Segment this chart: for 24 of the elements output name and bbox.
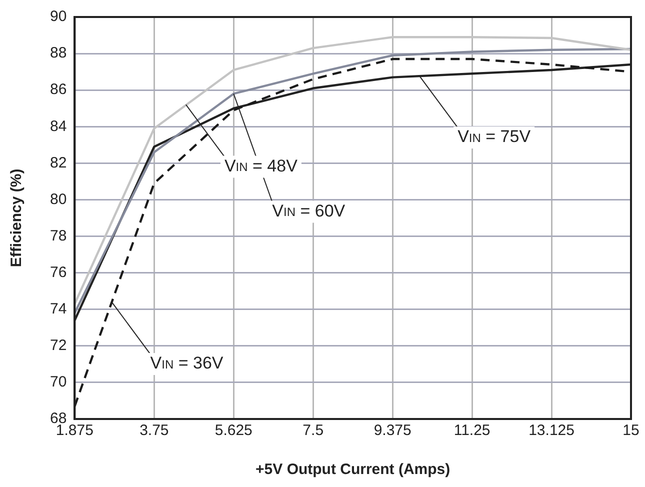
y-tick-label: 74 xyxy=(50,300,67,318)
annotation: VIN = 60V xyxy=(272,201,346,220)
x-tick-label: 9.375 xyxy=(374,422,412,440)
y-axis-title: Efficiency (%) xyxy=(8,168,26,268)
y-tick-label: 88 xyxy=(50,44,67,62)
annotation: VIN = 36V xyxy=(150,354,224,373)
y-tick-label: 84 xyxy=(50,118,67,135)
y-tick-label: 70 xyxy=(50,374,67,391)
y-tick-label: 82 xyxy=(50,154,67,172)
x-tick-label: 15 xyxy=(622,422,640,440)
x-axis-title: +5V Output Current (Amps) xyxy=(256,461,450,478)
y-tick-label: 90 xyxy=(50,8,67,26)
y-tick-label: 80 xyxy=(50,190,67,208)
x-tick-label: 7.5 xyxy=(302,422,324,440)
y-tick-label: 76 xyxy=(50,264,67,281)
y-tick-label: 72 xyxy=(50,337,67,354)
y-tick-label: 78 xyxy=(50,227,67,244)
x-tick-label: 5.625 xyxy=(214,422,252,440)
annotation: VIN = 75V xyxy=(458,127,532,146)
x-tick-label: 3.75 xyxy=(140,422,169,440)
x-tick-label: 11.25 xyxy=(454,422,490,440)
x-tick-label: 13.125 xyxy=(528,422,574,440)
annotation: VIN = 48V xyxy=(224,156,298,176)
y-tick-label: 86 xyxy=(50,81,67,98)
